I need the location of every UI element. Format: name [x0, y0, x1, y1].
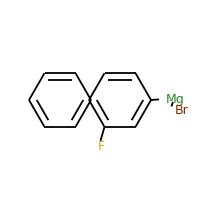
Text: Br: Br: [175, 104, 189, 116]
Text: F: F: [98, 140, 105, 153]
Text: Mg: Mg: [166, 92, 185, 106]
